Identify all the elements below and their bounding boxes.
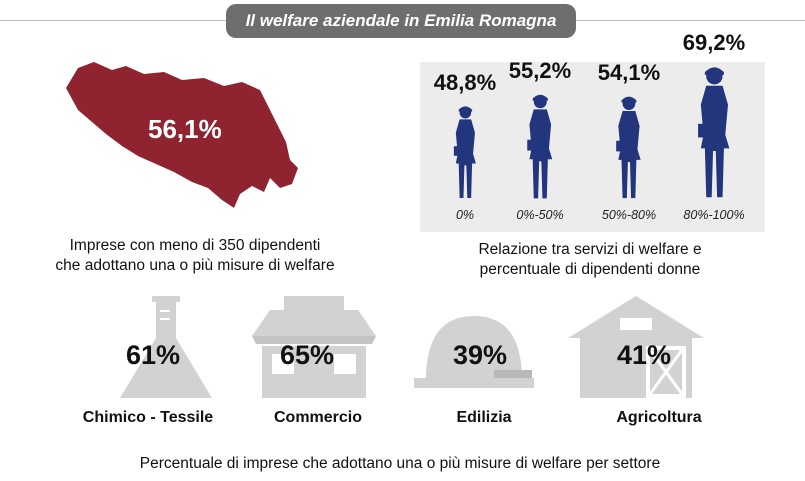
women-category-label: 0%-50% [516,208,564,222]
women-category-label: 80%-100% [683,208,745,222]
page-title: Il welfare aziendale in Emilia Romagna [245,11,557,30]
barn-icon [568,296,704,398]
women-caption: Relazione tra servizi di welfare e perce… [440,240,740,280]
title-banner: Il welfare aziendale in Emilia Romagna [226,4,576,38]
sector-category-label: Agricoltura [616,409,702,426]
region-value: 56,1% [148,114,222,144]
region-caption-line2: che adottano una o più misure di welfare [55,257,335,274]
women-category-label: 50%-80% [601,208,657,222]
region-caption-line1: Imprese con meno di 350 dipendenti [69,237,321,254]
hard-hat-icon [414,316,534,388]
sector-value-label: 61% [125,340,181,370]
women-category-label: 0% [455,208,475,222]
woman-worker-figure [453,106,476,199]
women-value-label: 54,1% [597,59,661,85]
region-caption: Imprese con meno di 350 dipendenti che a… [30,236,360,276]
woman-worker-figure [526,94,552,198]
women-caption-line1: Relazione tra servizi di welfare e [478,241,702,258]
title-rule-right [576,20,805,21]
sector-category-label: Chimico - Tessile [82,409,214,426]
women-value-label: 69,2% [682,30,746,55]
sector-caption: Percentuale di imprese che adottano una … [139,455,661,472]
sector-value-label: 39% [452,340,508,370]
women-caption-line2: percentuale di dipendenti donne [479,261,701,278]
sector-value-label: 41% [616,340,672,370]
sector-category-label: Edilizia [456,409,512,426]
woman-worker-figure [616,96,641,198]
emilia-romagna-map-icon [66,62,298,208]
woman-worker-figure [697,67,729,198]
shop-icon [252,296,376,398]
title-rule-left [0,20,226,21]
sector-category-label: Commercio [273,409,363,426]
sector-value-label: 65% [279,340,335,370]
flask-icon [120,296,212,398]
women-value-label: 48,8% [433,70,497,96]
women-value-label: 55,2% [508,57,572,83]
